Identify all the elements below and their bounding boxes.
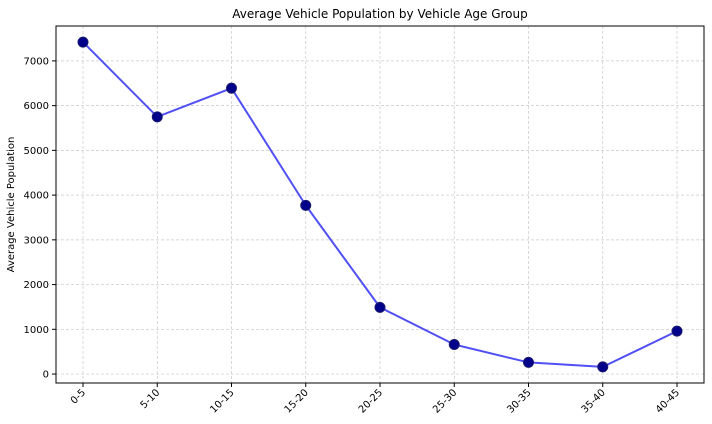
x-tick-label: 5-10 (139, 387, 163, 411)
y-axis: 0 1000 2000 3000 4000 5000 6000 7000 (24, 56, 56, 381)
chart-title: Average Vehicle Population by Vehicle Ag… (232, 7, 528, 21)
data-point (523, 356, 534, 368)
x-tick-label: 0-5 (69, 387, 88, 406)
y-tick-label: 6000 (24, 101, 49, 112)
series (77, 36, 683, 373)
y-axis-title: Average Vehicle Population (6, 137, 17, 273)
data-point (151, 111, 163, 123)
y-tick-label: 5000 (24, 146, 49, 157)
x-axis: 0-5 5-10 10-15 15-20 20-25 25-30 30-35 35-40 40-… (69, 383, 682, 416)
y-tick-label: 1000 (24, 325, 49, 336)
y-tick-label: 0 (43, 370, 49, 381)
data-point (374, 301, 386, 313)
y-tick-label: 3000 (24, 235, 49, 246)
x-tick-label: 30-35 (505, 387, 533, 415)
x-tick-label: 10-15 (208, 387, 236, 415)
x-tick-label: 40-45 (654, 387, 682, 415)
data-point (226, 82, 237, 94)
x-tick-label: 35-40 (580, 387, 608, 415)
data-point (300, 199, 312, 211)
x-tick-label: 25-30 (431, 387, 459, 415)
data-point (597, 361, 609, 373)
y-tick-label: 7000 (24, 56, 49, 67)
grid (56, 26, 704, 383)
x-tick-label: 20-25 (357, 387, 385, 415)
y-tick-label: 4000 (24, 191, 49, 202)
data-point (671, 325, 683, 337)
x-tick-label: 15-20 (283, 387, 311, 415)
y-tick-label: 2000 (24, 280, 49, 291)
data-point (77, 36, 89, 48)
data-point (448, 339, 460, 351)
